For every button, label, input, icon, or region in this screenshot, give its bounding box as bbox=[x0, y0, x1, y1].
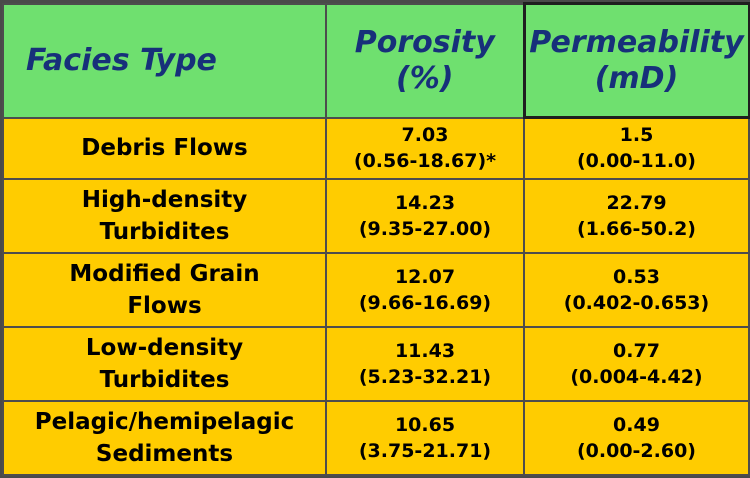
facies-cell: High-density Turbidites bbox=[2, 177, 327, 254]
permeability-mean: 0.77 bbox=[613, 339, 660, 362]
porosity-cell: 11.43 (5.23-32.21) bbox=[325, 325, 525, 402]
facies-label: High-density bbox=[81, 186, 248, 213]
permeability-mean: 0.53 bbox=[613, 265, 660, 288]
permeability-cell: 0.49 (0.00-2.60) bbox=[523, 399, 750, 477]
porosity-range: (3.75-21.71) bbox=[358, 439, 492, 462]
permeability-mean: 1.5 bbox=[619, 124, 654, 147]
permeability-mean: 0.49 bbox=[613, 413, 660, 436]
permeability-cell: 0.77 (0.004-4.42) bbox=[523, 325, 750, 402]
porosity-mean: 10.65 bbox=[394, 413, 456, 436]
header-porosity-unit: (%) bbox=[396, 60, 454, 96]
table-row: Modified Grain Flows 12.07 (9.66-16.69) … bbox=[2, 251, 750, 328]
table-row: Low-density Turbidites 11.43 (5.23-32.21… bbox=[2, 325, 750, 402]
header-permeability: Permeability (mD) bbox=[522, 2, 750, 119]
porosity-cell: 10.65 (3.75-21.71) bbox=[325, 399, 525, 477]
header-permeability-unit: (mD) bbox=[594, 60, 679, 96]
facies-label: Low-density bbox=[85, 334, 244, 361]
facies-label: Modified Grain bbox=[69, 260, 260, 287]
permeability-range: (0.004-4.42) bbox=[570, 365, 703, 388]
porosity-range: (0.56-18.67)* bbox=[353, 150, 497, 173]
permeability-cell: 1.5 (0.00-11.0) bbox=[523, 116, 750, 180]
porosity-cell: 14.23 (9.35-27.00) bbox=[325, 177, 525, 254]
facies-label-line2: Flows bbox=[127, 292, 202, 319]
facies-cell: Pelagic/hemipelagic Sediments bbox=[2, 399, 327, 477]
porosity-mean: 14.23 bbox=[394, 191, 456, 214]
table-row: Pelagic/hemipelagic Sediments 10.65 (3.7… bbox=[2, 399, 750, 477]
permeability-range: (0.00-2.60) bbox=[576, 439, 696, 462]
permeability-mean: 22.79 bbox=[606, 191, 667, 214]
porosity-mean: 7.03 bbox=[401, 124, 449, 147]
header-row: Facies Type Porosity (%) Permeability (m… bbox=[2, 2, 750, 119]
facies-cell: Debris Flows bbox=[2, 116, 327, 180]
header-permeability-label: Permeability bbox=[529, 24, 744, 60]
permeability-cell: 0.53 (0.402-0.653) bbox=[523, 251, 750, 328]
permeability-range: (1.66-50.2) bbox=[576, 217, 696, 240]
header-facies-type: Facies Type bbox=[2, 2, 327, 119]
header-facies-type-label: Facies Type bbox=[26, 42, 217, 78]
facies-label: Debris Flows bbox=[81, 135, 248, 162]
facies-cell: Low-density Turbidites bbox=[2, 325, 327, 402]
header-porosity: Porosity (%) bbox=[325, 2, 525, 119]
porosity-range: (5.23-32.21) bbox=[358, 365, 492, 388]
header-porosity-label: Porosity bbox=[354, 24, 495, 60]
permeability-range: (0.00-11.0) bbox=[576, 150, 696, 173]
porosity-range: (9.66-16.69) bbox=[358, 291, 492, 314]
porosity-mean: 11.43 bbox=[394, 339, 456, 362]
porosity-mean: 12.07 bbox=[394, 265, 456, 288]
facies-label-line2: Turbidites bbox=[99, 218, 230, 245]
permeability-cell: 22.79 (1.66-50.2) bbox=[523, 177, 750, 254]
porosity-range: (9.35-27.00) bbox=[358, 217, 492, 240]
porosity-cell: 7.03 (0.56-18.67)* bbox=[325, 116, 525, 180]
facies-label-line2: Sediments bbox=[95, 440, 234, 467]
permeability-range: (0.402-0.653) bbox=[563, 291, 710, 314]
porosity-cell: 12.07 (9.66-16.69) bbox=[325, 251, 525, 328]
facies-label: Pelagic/hemipelagic bbox=[34, 408, 295, 435]
facies-cell: Modified Grain Flows bbox=[2, 251, 327, 328]
table-row: High-density Turbidites 14.23 (9.35-27.0… bbox=[2, 177, 750, 254]
facies-label-line2: Turbidites bbox=[99, 366, 230, 393]
table-row: Debris Flows 7.03 (0.56-18.67)* 1.5 (0.0… bbox=[2, 116, 750, 180]
